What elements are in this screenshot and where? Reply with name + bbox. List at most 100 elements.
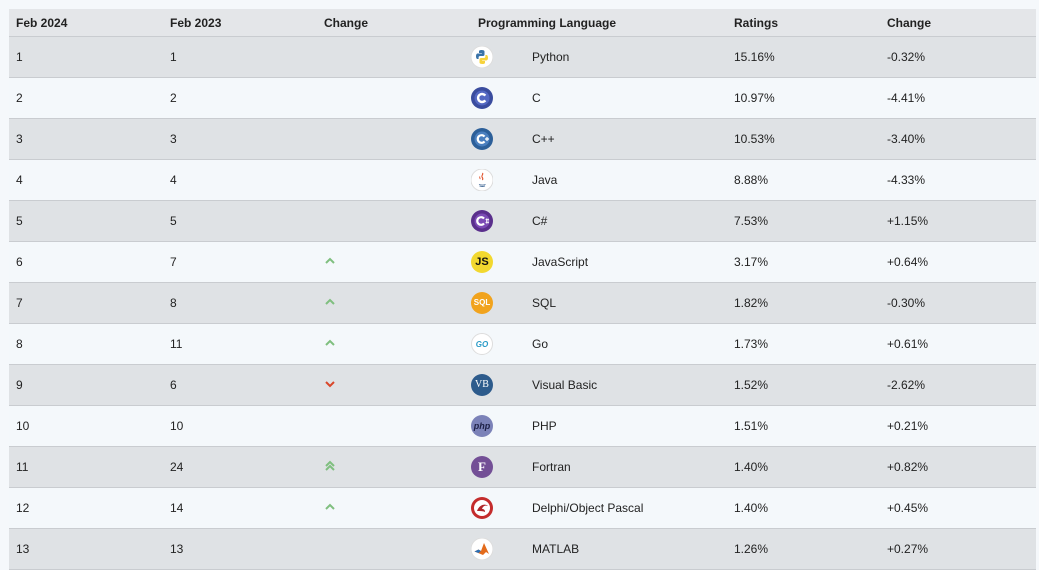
language-name: MATLAB <box>532 542 580 556</box>
cpp-icon <box>471 128 493 150</box>
language-name: Python <box>532 50 570 64</box>
arrow-up-icon <box>324 297 336 307</box>
rank-feb-2023: 4 <box>163 159 317 201</box>
rating-change: -4.41% <box>880 77 1036 119</box>
table-row: 4 4 Java 8.88% -4.33% <box>9 159 1036 201</box>
php-icon: php <box>471 415 493 437</box>
rank-feb-2024: 10 <box>9 405 163 447</box>
language-cell: SQL SQL <box>471 282 727 324</box>
rating-change: -4.33% <box>880 159 1036 201</box>
table-row: 6 7 JS JavaScript 3.17% +0.64% <box>9 241 1036 283</box>
language-name: Delphi/Object Pascal <box>532 501 644 515</box>
rank-feb-2023: 8 <box>163 282 317 324</box>
language-name: C# <box>532 214 548 228</box>
table-row: 13 13 MATLAB 1.26% +0.27% <box>9 528 1036 570</box>
rank-change <box>317 282 471 324</box>
sql-icon: SQL <box>471 292 493 314</box>
header-change-rating: Change <box>880 9 1036 37</box>
table-row: 8 11 GO Go 1.73% +0.61% <box>9 323 1036 365</box>
rank-feb-2024: 11 <box>9 446 163 488</box>
rating-value: 1.51% <box>727 405 880 447</box>
rank-change <box>317 200 471 242</box>
header-ratings: Ratings <box>727 9 880 37</box>
rank-feb-2024: 6 <box>9 241 163 283</box>
visual-basic-icon: VB <box>471 374 493 396</box>
language-name: Go <box>532 337 549 351</box>
csharp-icon <box>471 210 493 232</box>
rank-feb-2023: 7 <box>163 241 317 283</box>
rank-feb-2024: 3 <box>9 118 163 160</box>
header-feb-2024: Feb 2024 <box>9 9 163 37</box>
rank-feb-2024: 4 <box>9 159 163 201</box>
rating-value: 10.53% <box>727 118 880 160</box>
rank-change <box>317 118 471 160</box>
rating-value: 3.17% <box>727 241 880 283</box>
rating-value: 1.40% <box>727 487 880 529</box>
rating-change: +0.21% <box>880 405 1036 447</box>
language-name: Java <box>532 173 558 187</box>
rank-feb-2023: 1 <box>163 36 317 78</box>
rank-feb-2023: 24 <box>163 446 317 488</box>
rank-feb-2024: 13 <box>9 528 163 570</box>
language-cell: GO Go <box>471 323 727 365</box>
rating-change: +0.45% <box>880 487 1036 529</box>
table-row: 1 1 Python 15.16% -0.32% <box>9 36 1036 78</box>
rank-change <box>317 159 471 201</box>
rating-change: +0.61% <box>880 323 1036 365</box>
language-name: SQL <box>532 296 557 310</box>
language-name: JavaScript <box>532 255 589 269</box>
table-row: 11 24 F Fortran 1.40% +0.82% <box>9 446 1036 488</box>
rank-change <box>317 36 471 78</box>
rank-feb-2023: 5 <box>163 200 317 242</box>
rating-value: 15.16% <box>727 36 880 78</box>
rating-value: 10.97% <box>727 77 880 119</box>
tiobe-table-container: Feb 2024 Feb 2023 Change Programming Lan… <box>9 9 1036 570</box>
rating-change: -2.62% <box>880 364 1036 406</box>
rating-change: -0.30% <box>880 282 1036 324</box>
rank-feb-2024: 2 <box>9 77 163 119</box>
rank-feb-2023: 14 <box>163 487 317 529</box>
language-cell: C <box>471 77 727 119</box>
rank-feb-2023: 2 <box>163 77 317 119</box>
double-arrow-up-icon <box>324 460 336 472</box>
rank-change <box>317 77 471 119</box>
java-icon <box>470 168 494 192</box>
arrow-up-icon <box>324 338 336 348</box>
rank-feb-2024: 12 <box>9 487 163 529</box>
rating-change: +0.27% <box>880 528 1036 570</box>
rating-value: 1.26% <box>727 528 880 570</box>
go-icon: GO <box>471 333 493 355</box>
c-icon <box>471 87 493 109</box>
table-row: 12 14 Delphi/Object Pascal 1.40% +0.45% <box>9 487 1036 529</box>
language-cell: Java <box>470 159 727 201</box>
language-cell: VB Visual Basic <box>471 364 727 406</box>
rating-change: -0.32% <box>880 36 1036 78</box>
header-feb-2023: Feb 2023 <box>163 9 317 37</box>
language-name: C++ <box>532 132 555 146</box>
language-name: PHP <box>532 419 557 433</box>
rank-feb-2024: 1 <box>9 36 163 78</box>
language-cell: JS JavaScript <box>471 241 727 283</box>
table-row: 3 3 C++ 10.53% -3.40% <box>9 118 1036 160</box>
rank-change <box>317 487 471 529</box>
language-cell: C++ <box>471 118 727 160</box>
language-name: C <box>532 91 541 105</box>
arrow-up-icon <box>324 256 336 266</box>
arrow-up-icon <box>324 502 336 512</box>
table-row: 5 5 C# 7.53% +1.15% <box>9 200 1036 242</box>
rank-feb-2023: 3 <box>163 118 317 160</box>
javascript-icon: JS <box>471 251 493 273</box>
table-header-row: Feb 2024 Feb 2023 Change Programming Lan… <box>9 9 1036 37</box>
rank-feb-2024: 5 <box>9 200 163 242</box>
rating-value: 1.52% <box>727 364 880 406</box>
table-row: 9 6 VB Visual Basic 1.52% -2.62% <box>9 364 1036 406</box>
rank-change <box>317 364 471 406</box>
table-row: 2 2 C 10.97% -4.41% <box>9 77 1036 119</box>
arrow-down-icon <box>324 379 336 389</box>
rating-value: 7.53% <box>727 200 880 242</box>
rank-feb-2023: 10 <box>163 405 317 447</box>
language-cell: F Fortran <box>471 446 727 488</box>
rank-feb-2024: 7 <box>9 282 163 324</box>
table-row: 7 8 SQL SQL 1.82% -0.30% <box>9 282 1036 324</box>
rating-change: -3.40% <box>880 118 1036 160</box>
